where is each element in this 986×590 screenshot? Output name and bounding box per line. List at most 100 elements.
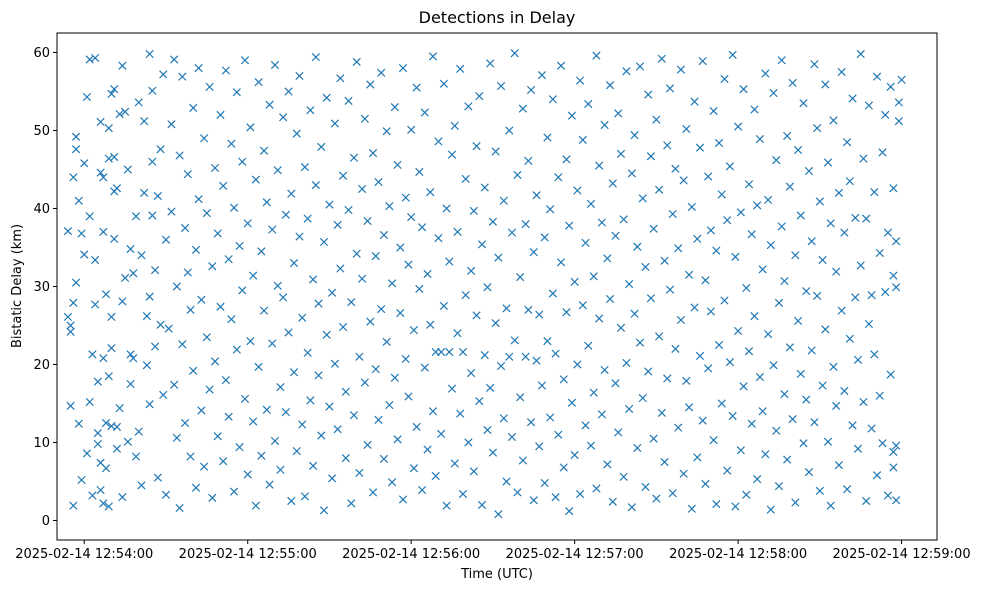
data-point bbox=[224, 255, 233, 264]
data-point bbox=[665, 84, 675, 93]
data-point bbox=[415, 167, 424, 176]
data-point bbox=[137, 481, 146, 490]
data-point bbox=[270, 60, 280, 70]
data-point bbox=[129, 354, 138, 363]
data-point bbox=[238, 157, 247, 166]
data-point bbox=[892, 283, 901, 292]
data-point bbox=[71, 145, 81, 154]
data-point bbox=[341, 387, 350, 396]
data-point bbox=[695, 143, 705, 152]
data-point bbox=[575, 489, 585, 499]
data-point bbox=[472, 141, 481, 151]
data-point bbox=[292, 129, 301, 138]
data-point bbox=[758, 265, 767, 274]
data-point bbox=[126, 350, 135, 359]
data-point bbox=[785, 343, 795, 352]
data-point bbox=[232, 88, 241, 97]
data-point bbox=[657, 408, 666, 417]
data-point bbox=[690, 97, 699, 106]
data-point bbox=[518, 104, 528, 113]
data-point bbox=[704, 364, 713, 373]
data-point bbox=[336, 74, 345, 83]
data-point bbox=[251, 501, 261, 510]
data-point bbox=[298, 420, 307, 429]
data-point bbox=[412, 422, 421, 432]
data-point bbox=[886, 370, 895, 379]
data-point bbox=[853, 444, 863, 453]
data-point bbox=[129, 269, 138, 278]
data-point bbox=[706, 307, 715, 316]
data-point bbox=[892, 441, 901, 450]
data-point bbox=[80, 159, 89, 168]
data-point bbox=[793, 316, 803, 325]
data-point bbox=[450, 459, 459, 468]
data-point bbox=[714, 340, 724, 350]
data-point bbox=[709, 436, 718, 445]
data-point bbox=[889, 271, 898, 280]
data-point bbox=[774, 298, 784, 308]
data-point bbox=[889, 463, 898, 472]
data-point bbox=[246, 336, 255, 346]
data-point bbox=[856, 49, 865, 59]
data-point bbox=[546, 205, 555, 214]
data-point bbox=[66, 321, 75, 330]
data-point bbox=[445, 257, 454, 266]
data-point bbox=[287, 189, 296, 198]
x-tick-label: 2025-02-14 12:55:00 bbox=[179, 547, 317, 562]
data-point bbox=[499, 196, 508, 205]
data-point bbox=[437, 429, 446, 439]
data-point bbox=[622, 358, 631, 368]
data-point bbox=[93, 439, 102, 449]
data-point bbox=[595, 161, 604, 170]
data-point bbox=[603, 460, 612, 469]
data-point bbox=[766, 241, 775, 250]
data-point bbox=[107, 89, 116, 98]
data-point bbox=[491, 319, 500, 328]
data-point bbox=[358, 184, 367, 194]
data-point bbox=[875, 248, 884, 258]
data-point bbox=[289, 368, 299, 377]
data-point bbox=[477, 500, 487, 510]
data-point bbox=[529, 248, 538, 257]
data-point bbox=[755, 372, 765, 382]
data-point bbox=[714, 138, 724, 148]
data-point bbox=[341, 453, 350, 463]
data-point bbox=[112, 184, 122, 193]
data-point bbox=[379, 454, 389, 464]
data-point bbox=[758, 407, 767, 416]
data-point bbox=[739, 85, 748, 94]
data-point bbox=[71, 132, 81, 141]
data-point bbox=[586, 199, 596, 208]
data-point bbox=[543, 133, 552, 142]
data-point bbox=[423, 269, 432, 279]
data-point bbox=[698, 56, 707, 66]
data-point bbox=[412, 83, 421, 92]
data-point bbox=[257, 451, 266, 460]
data-point bbox=[717, 190, 726, 199]
data-point bbox=[66, 401, 75, 410]
data-point bbox=[559, 375, 568, 384]
data-point bbox=[404, 260, 413, 269]
data-point bbox=[608, 179, 617, 188]
data-point bbox=[753, 201, 762, 210]
data-point bbox=[434, 234, 443, 243]
data-point bbox=[99, 354, 108, 363]
data-point bbox=[347, 499, 356, 508]
data-point bbox=[761, 450, 770, 459]
data-point bbox=[535, 442, 544, 451]
x-tick-label: 2025-02-14 12:54:00 bbox=[15, 547, 153, 562]
data-point bbox=[69, 298, 78, 308]
y-tick-label: 0 bbox=[42, 514, 50, 529]
data-point bbox=[161, 235, 171, 244]
data-point bbox=[889, 447, 898, 456]
data-point bbox=[284, 87, 293, 96]
data-point bbox=[894, 98, 903, 107]
data-point bbox=[131, 212, 141, 221]
data-point bbox=[461, 290, 470, 300]
data-point bbox=[439, 301, 448, 311]
data-point bbox=[488, 217, 498, 226]
data-point bbox=[859, 154, 868, 163]
data-point bbox=[804, 468, 814, 477]
data-point bbox=[150, 342, 160, 351]
